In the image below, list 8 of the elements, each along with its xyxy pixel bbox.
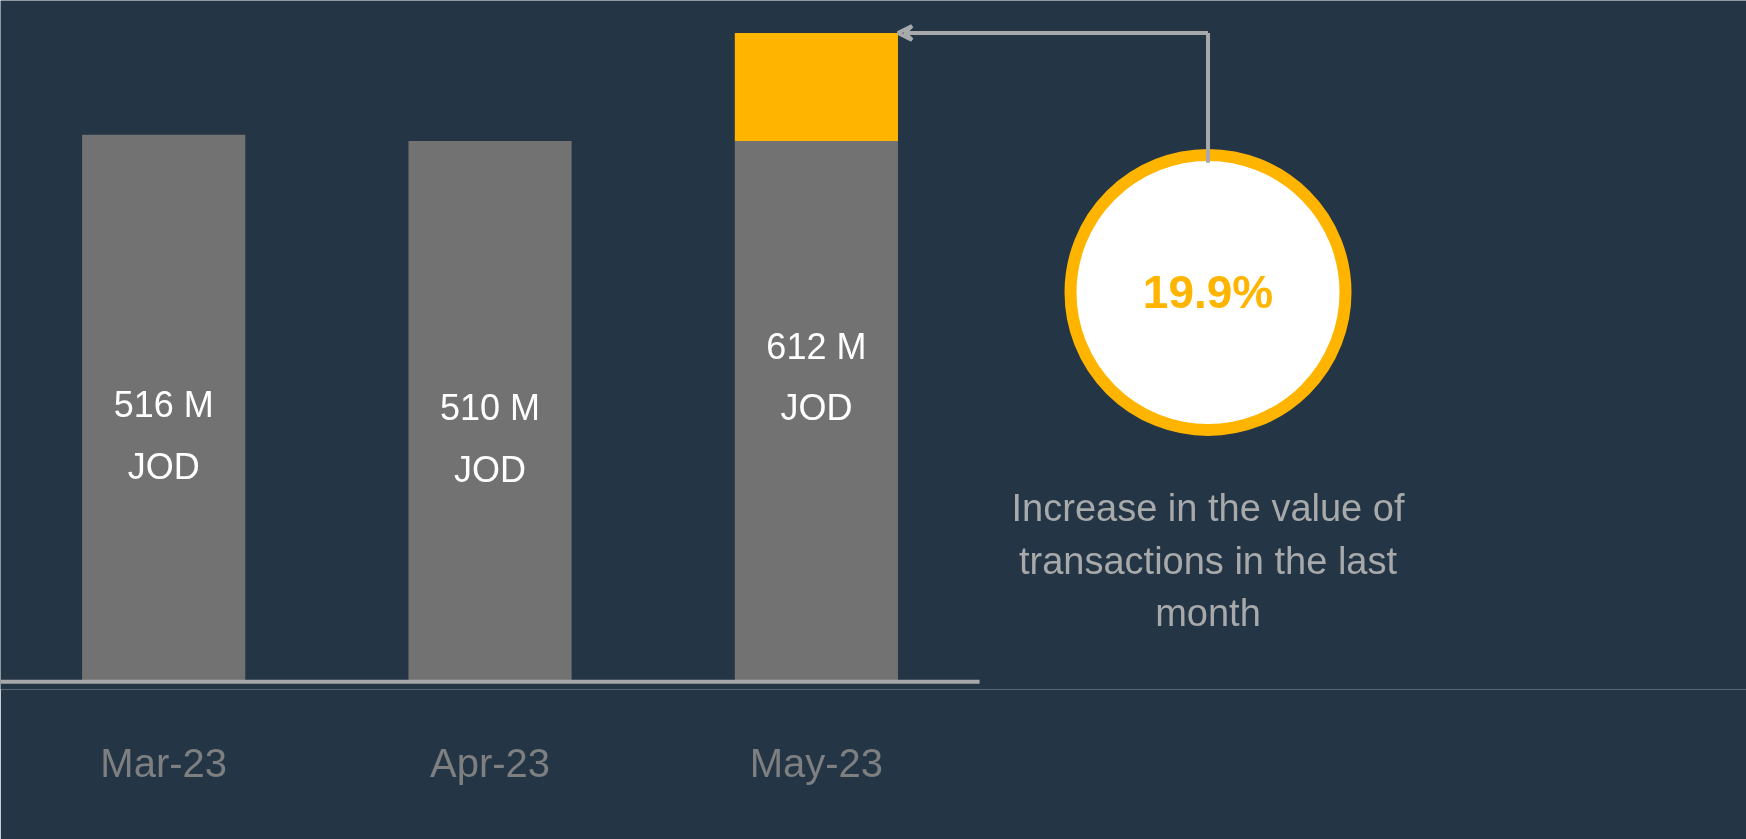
x-tick-label: May-23 — [749, 740, 884, 785]
x-tick-label: Apr-23 — [430, 740, 551, 785]
data-label: 516 M JOD — [113, 384, 214, 487]
data-label: 510 M JOD — [440, 387, 541, 490]
text: Increase in the value of transactions in the last month — [1011, 487, 1405, 635]
text: 19.9% — [1142, 266, 1274, 319]
x-tick-label: Mar-23 — [100, 740, 228, 785]
total-label: 612 M JOD — [766, 325, 867, 429]
